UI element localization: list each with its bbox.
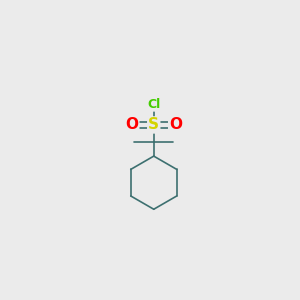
Text: S: S bbox=[148, 117, 159, 132]
Text: O: O bbox=[125, 117, 138, 132]
Text: O: O bbox=[169, 117, 182, 132]
Text: Cl: Cl bbox=[147, 98, 160, 111]
